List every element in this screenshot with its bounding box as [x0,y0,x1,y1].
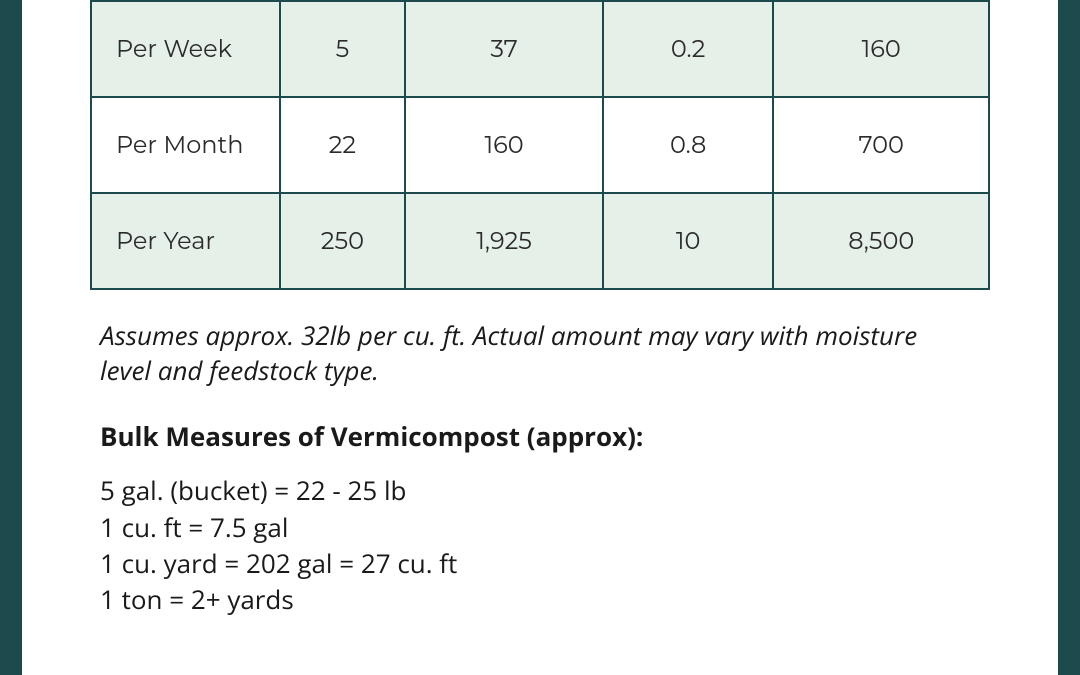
list-item: 5 gal. (bucket) = 22 - 25 lb [100,472,990,508]
production-table: Per Week 5 37 0.2 160 Per Month 22 160 0… [90,0,990,290]
table-cell: 37 [405,1,603,97]
table-row: Per Week 5 37 0.2 160 [91,1,989,97]
table-cell: 160 [773,1,989,97]
table-cell: 8,500 [773,193,989,289]
table-cell: 1,925 [405,193,603,289]
bulk-measures-list: 5 gal. (bucket) = 22 - 25 lb 1 cu. ft = … [100,472,990,618]
table-cell: 700 [773,97,989,193]
table-row: Per Month 22 160 0.8 700 [91,97,989,193]
page: Per Week 5 37 0.2 160 Per Month 22 160 0… [22,0,1058,675]
table-cell: 0.8 [603,97,774,193]
list-item: 1 ton = 2+ yards [100,581,990,617]
table-cell: 10 [603,193,774,289]
table-cell: 160 [405,97,603,193]
table-cell: 22 [280,97,406,193]
table-cell: 0.2 [603,1,774,97]
footnote: Assumes approx. 32lb per cu. ft. Actual … [100,318,920,388]
row-label: Per Year [91,193,280,289]
table-row: Per Year 250 1,925 10 8,500 [91,193,989,289]
bulk-measures-heading: Bulk Measures of Vermicompost (approx): [100,418,990,454]
row-label: Per Week [91,1,280,97]
list-item: 1 cu. yard = 202 gal = 27 cu. ft [100,545,990,581]
table-cell: 5 [280,1,406,97]
list-item: 1 cu. ft = 7.5 gal [100,509,990,545]
table-cell: 250 [280,193,406,289]
row-label: Per Month [91,97,280,193]
